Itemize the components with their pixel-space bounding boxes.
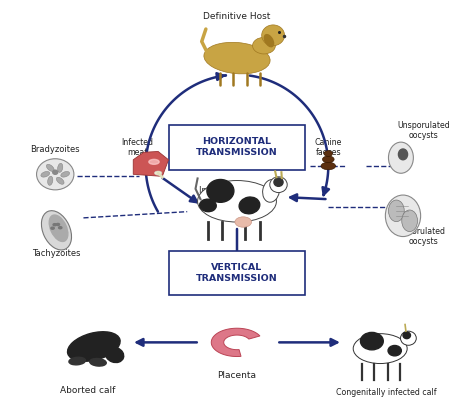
Ellipse shape [61, 171, 70, 177]
Ellipse shape [58, 164, 63, 172]
Ellipse shape [322, 156, 334, 163]
Ellipse shape [69, 357, 85, 365]
Ellipse shape [46, 164, 54, 171]
Ellipse shape [56, 177, 64, 184]
Ellipse shape [274, 178, 283, 186]
Ellipse shape [321, 162, 336, 170]
Ellipse shape [36, 159, 74, 190]
Ellipse shape [59, 227, 62, 229]
Ellipse shape [253, 37, 275, 54]
Ellipse shape [388, 345, 401, 356]
Ellipse shape [389, 200, 404, 222]
Text: Congenitally infected calf: Congenitally infected calf [336, 388, 437, 397]
Ellipse shape [360, 332, 383, 350]
Text: Sporulated
oocysts: Sporulated oocysts [402, 227, 445, 246]
Polygon shape [211, 328, 260, 356]
Ellipse shape [200, 199, 216, 212]
FancyBboxPatch shape [169, 251, 305, 295]
Ellipse shape [53, 224, 56, 226]
Ellipse shape [270, 177, 287, 193]
Text: Definitive Host: Definitive Host [203, 12, 271, 21]
Ellipse shape [41, 211, 72, 250]
Ellipse shape [402, 210, 418, 232]
Ellipse shape [401, 331, 416, 345]
FancyBboxPatch shape [169, 124, 305, 170]
Text: Aborted calf: Aborted calf [60, 386, 115, 395]
Ellipse shape [264, 34, 273, 47]
Ellipse shape [41, 171, 50, 177]
Ellipse shape [198, 181, 276, 222]
Polygon shape [133, 151, 169, 176]
Text: HORIZONTAL
TRANSMISSION: HORIZONTAL TRANSMISSION [196, 137, 278, 157]
Ellipse shape [53, 170, 58, 174]
Ellipse shape [263, 180, 280, 202]
Text: Infected
meat: Infected meat [121, 138, 154, 157]
Ellipse shape [67, 332, 120, 361]
Text: Tachyzoites: Tachyzoites [32, 249, 81, 258]
Ellipse shape [399, 149, 408, 160]
Ellipse shape [324, 151, 332, 156]
Text: Canine
faeces: Canine faeces [315, 138, 342, 157]
Ellipse shape [262, 25, 284, 46]
Ellipse shape [403, 332, 410, 339]
Text: Unsporulated
oocysts: Unsporulated oocysts [397, 121, 450, 140]
Ellipse shape [49, 215, 68, 242]
Ellipse shape [235, 217, 252, 227]
Ellipse shape [207, 179, 234, 202]
Ellipse shape [51, 227, 54, 229]
Ellipse shape [105, 347, 124, 363]
Ellipse shape [385, 195, 420, 237]
Ellipse shape [48, 176, 53, 185]
Text: Bradyzoites: Bradyzoites [30, 145, 80, 154]
Ellipse shape [353, 334, 407, 364]
Text: VERTICAL
TRANSMISSION: VERTICAL TRANSMISSION [196, 263, 278, 283]
Ellipse shape [389, 142, 413, 173]
Text: Intermediate Host: Intermediate Host [199, 186, 275, 195]
Ellipse shape [90, 359, 106, 366]
Ellipse shape [204, 42, 270, 74]
Ellipse shape [239, 197, 260, 214]
Ellipse shape [149, 159, 159, 164]
Ellipse shape [56, 223, 60, 225]
Text: Placenta: Placenta [218, 371, 256, 380]
Ellipse shape [155, 171, 162, 175]
